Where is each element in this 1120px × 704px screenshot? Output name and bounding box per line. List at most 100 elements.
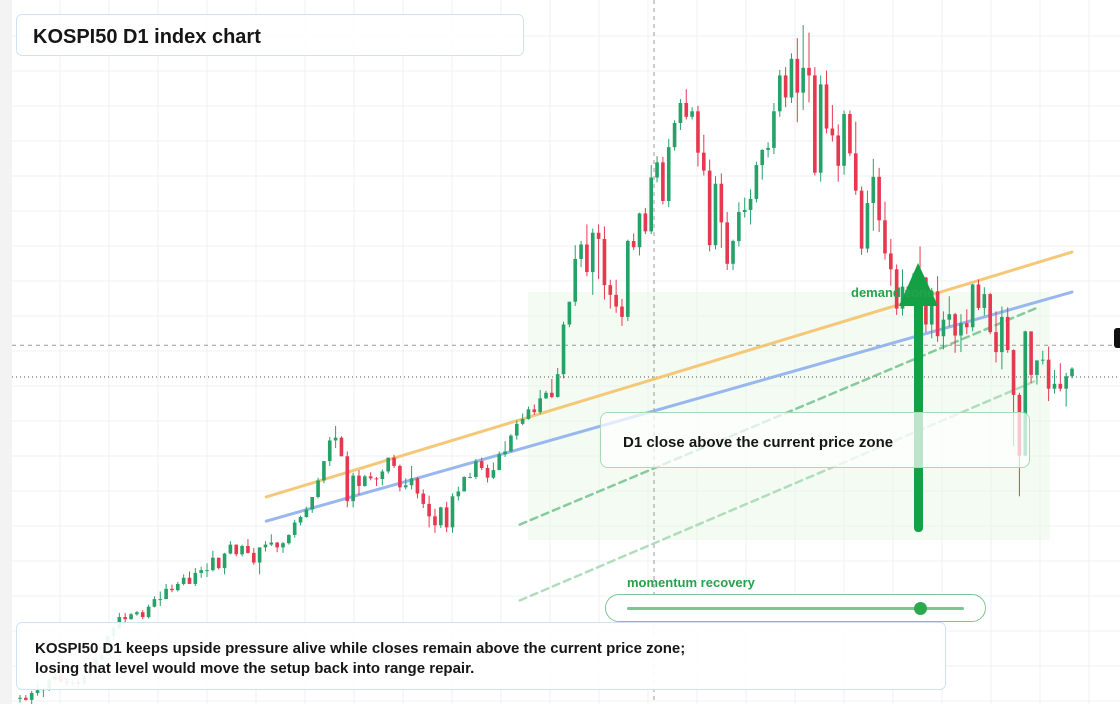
reference-lines [12,0,1120,704]
demand-zone-label: demand zone [851,285,935,300]
candle [1029,331,1033,384]
candle-body [590,232,595,273]
left-edge-gutter [0,0,12,704]
candle-body [947,314,952,320]
candle [1052,370,1057,394]
candle-body [345,456,350,502]
candle [994,311,998,363]
candle-body [1058,383,1063,389]
candle-body [281,543,285,548]
candle [818,75,823,182]
candle-body [579,244,583,259]
candle [234,544,239,557]
candle-body [164,588,168,600]
candle-body [363,476,367,486]
candle-body [257,547,262,563]
candle [941,311,946,350]
candle [719,173,724,248]
candle [24,695,28,701]
candle-body [953,314,957,336]
candle-body [514,423,519,436]
momentum-line [627,607,964,610]
candle-body [719,183,724,223]
candle [386,457,391,474]
candle [503,441,507,457]
candle-body [836,135,841,166]
candle [678,98,683,130]
candle-body [643,213,648,232]
candle-body [234,544,239,555]
candle [725,212,729,270]
candle [649,165,654,235]
candle-body [140,612,145,618]
candle [368,472,373,481]
candle [322,461,326,484]
chart-grid [12,0,1120,704]
candle [275,541,279,553]
price-scale-marker [1114,328,1120,348]
candle [824,70,829,134]
candle-body [421,493,426,504]
candle [123,612,128,623]
candle-body [170,588,174,591]
candle-body [222,553,227,569]
candle-body [573,258,578,302]
candle [129,612,133,620]
candle [205,563,209,578]
candle [690,107,694,120]
candle-body [374,478,379,480]
candle [748,189,753,225]
candle [199,566,203,578]
candle-body [871,176,876,204]
candle [982,287,987,316]
candle [211,550,215,572]
candle-body [251,552,256,563]
candle [520,413,525,426]
candle-body [602,238,607,286]
candle-body [479,461,484,469]
candle-body [310,497,315,510]
candle [859,186,864,255]
candle-body [742,209,747,213]
candle-body [982,294,987,308]
candle [438,506,443,529]
candle-body [964,323,969,328]
candle [783,67,788,108]
candle [444,501,449,533]
candle [731,239,735,270]
candle-body [731,241,735,264]
candle-body [760,149,765,166]
candle [596,224,601,279]
candle [777,69,782,117]
candle [450,493,455,533]
candle-body [35,690,40,693]
candle [684,89,689,120]
candle [614,279,618,313]
candle [316,477,320,499]
candle [193,568,198,587]
candle-body [649,177,654,232]
candle-body [427,503,431,517]
candle-body [988,294,992,333]
candle [456,486,461,501]
candle [181,574,186,586]
candle [766,142,770,158]
candle-body [959,323,963,336]
candle-body [772,111,776,148]
candle [561,321,566,379]
candle-body [392,457,396,466]
candle [643,207,648,235]
candle-body [859,190,864,249]
candle-body [228,544,233,554]
candle-body [713,183,718,246]
candle [526,406,531,420]
candle [327,436,332,466]
candle-body [158,599,163,601]
candle [263,541,268,552]
candle-body [795,58,800,93]
candle [1005,307,1010,353]
candle-body [339,437,344,457]
candle [269,534,274,546]
summary-line-1: KOSPI50 D1 keeps upside pressure alive w… [35,640,686,657]
candle-body [994,332,998,353]
